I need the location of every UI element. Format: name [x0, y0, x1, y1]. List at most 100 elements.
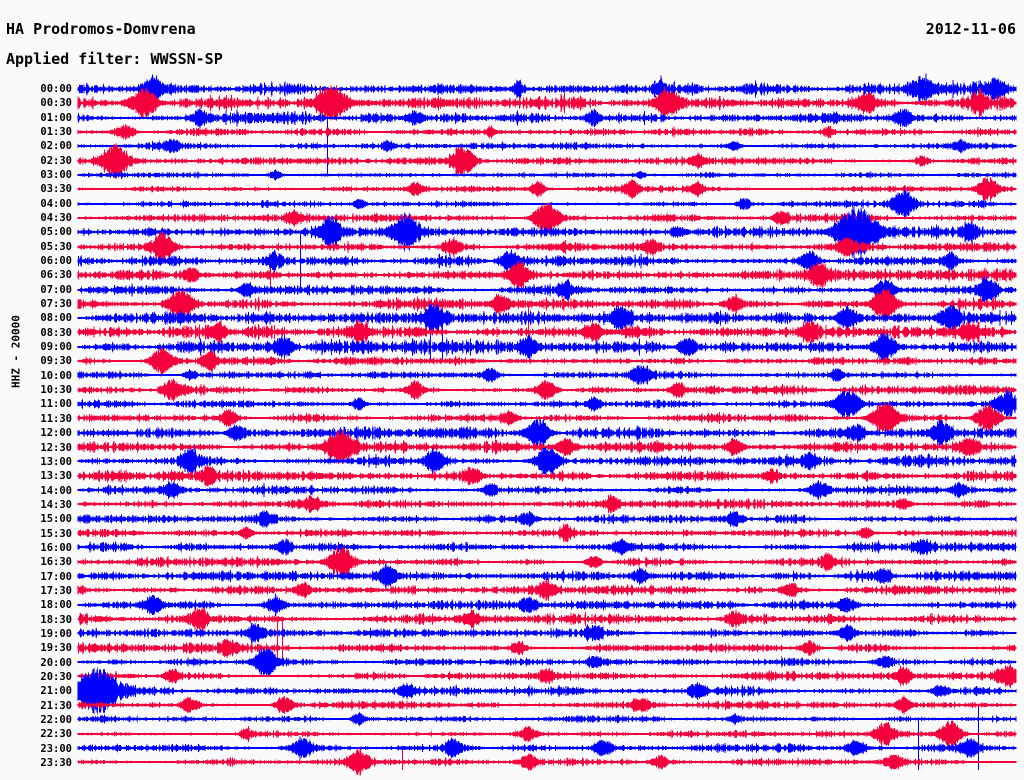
page-title: HA Prodromos-Domvrena: [6, 20, 196, 38]
time-tick-2130: 21:30: [40, 699, 72, 712]
time-tick-0200: 02:00: [40, 140, 72, 153]
time-tick-0300: 03:00: [40, 169, 72, 182]
trace-row: [77, 73, 1017, 105]
time-tick-0500: 05:00: [40, 226, 72, 239]
time-tick-2230: 22:30: [40, 728, 72, 741]
trace-row: [77, 169, 1017, 181]
trace-row: [77, 301, 1017, 335]
time-tick-0700: 07:00: [40, 283, 72, 296]
time-tick-1200: 12:00: [40, 427, 72, 440]
trace-row: [77, 138, 1017, 154]
time-tick-0530: 05:30: [40, 240, 72, 253]
time-tick-1100: 11:00: [40, 398, 72, 411]
trace-row: [77, 260, 1017, 290]
trace-row: [77, 249, 1017, 273]
time-tick-0000: 00:00: [40, 83, 72, 95]
time-tick-2300: 23:00: [40, 742, 72, 755]
trace-row: [77, 319, 1017, 345]
trace-row: [77, 562, 1017, 590]
trace-row: [77, 663, 1017, 689]
time-tick-1430: 14:30: [40, 498, 72, 511]
time-tick-2000: 20:00: [40, 656, 72, 669]
time-tick-2030: 20:30: [40, 670, 72, 683]
trace-row: [77, 578, 1017, 602]
time-tick-0400: 04:00: [40, 197, 72, 210]
trace-row: [77, 142, 1017, 180]
trace-row: [77, 748, 1017, 776]
time-tick-0900: 09:00: [40, 341, 72, 354]
time-tick-0730: 07:30: [40, 298, 72, 311]
time-tick-0130: 01:30: [40, 126, 72, 139]
time-tick-1730: 17:30: [40, 584, 72, 597]
time-tick-2100: 21:00: [40, 685, 72, 698]
time-tick-0630: 06:30: [40, 269, 72, 282]
time-axis-tick-labels: 00:00 00:30 01:00 01:30 02:00 02:30 03:00 03:30…: [0, 0, 78, 780]
time-tick-0430: 04:30: [40, 212, 72, 225]
trace-row: [77, 123, 1017, 141]
trace-row: [77, 546, 1017, 578]
trace-row: [77, 231, 1017, 263]
record-date: 2012-11-06: [925, 20, 1016, 38]
trace-row: [77, 275, 1017, 305]
trace-row: [77, 429, 1017, 465]
time-tick-1000: 10:00: [40, 369, 72, 382]
trace-row: [77, 538, 1017, 556]
time-tick-1900: 19:00: [40, 627, 72, 640]
time-tick-1300: 13:00: [40, 455, 72, 468]
time-tick-0600: 06:00: [40, 255, 72, 268]
trace-row: [77, 388, 1017, 420]
time-tick-0930: 09:30: [40, 355, 72, 368]
time-tick-0800: 08:00: [40, 312, 72, 325]
trace-row: [77, 465, 1017, 487]
trace-row: [77, 445, 1017, 477]
trace-row: [77, 711, 1017, 727]
trace-row: [77, 493, 1017, 515]
trace-row: [77, 637, 1017, 659]
trace-row: [77, 523, 1017, 543]
time-tick-1400: 14:00: [40, 484, 72, 497]
trace-row: [77, 606, 1017, 632]
time-tick-2330: 23:30: [40, 756, 72, 769]
time-tick-1630: 16:30: [40, 556, 72, 569]
trace-row: [77, 332, 1017, 362]
trace-row: [77, 402, 1017, 434]
time-tick-1330: 13:30: [40, 470, 72, 483]
time-tick-0030: 00:30: [40, 97, 72, 110]
trace-row: [77, 206, 1017, 258]
applied-filter-label: Applied filter: WWSSN-SP: [6, 50, 223, 68]
time-tick-0230: 02:30: [40, 154, 72, 167]
trace-row: [77, 288, 1017, 320]
time-tick-1700: 17:00: [40, 570, 72, 583]
trace-row: [77, 188, 1017, 220]
time-tick-1500: 15:00: [40, 513, 72, 526]
trace-row: [77, 667, 1017, 715]
trace-row: [77, 176, 1017, 202]
time-tick-0830: 08:30: [40, 326, 72, 339]
trace-row: [77, 347, 1017, 375]
time-tick-1530: 15:30: [40, 527, 72, 540]
time-tick-0330: 03:30: [40, 183, 72, 196]
trace-row: [77, 720, 1017, 748]
time-tick-0100: 01:00: [40, 111, 72, 124]
time-tick-1030: 10:30: [40, 384, 72, 397]
time-tick-1600: 16:00: [40, 541, 72, 554]
trace-row: [77, 364, 1017, 386]
trace-row: [77, 377, 1017, 403]
time-tick-1800: 18:00: [40, 599, 72, 612]
trace-row: [77, 695, 1017, 715]
time-tick-2200: 22:00: [40, 713, 72, 726]
time-tick-1830: 18:30: [40, 613, 72, 626]
time-tick-1230: 12:30: [40, 441, 72, 454]
time-tick-1930: 19:30: [40, 642, 72, 655]
trace-row: [77, 509, 1017, 529]
trace-row: [77, 85, 1017, 121]
trace-row: [77, 622, 1017, 644]
trace-row: [77, 647, 1017, 677]
trace-row: [77, 479, 1017, 501]
time-tick-1130: 11:30: [40, 412, 72, 425]
trace-row: [77, 593, 1017, 617]
trace-row: [77, 418, 1017, 448]
trace-row: [77, 202, 1017, 234]
